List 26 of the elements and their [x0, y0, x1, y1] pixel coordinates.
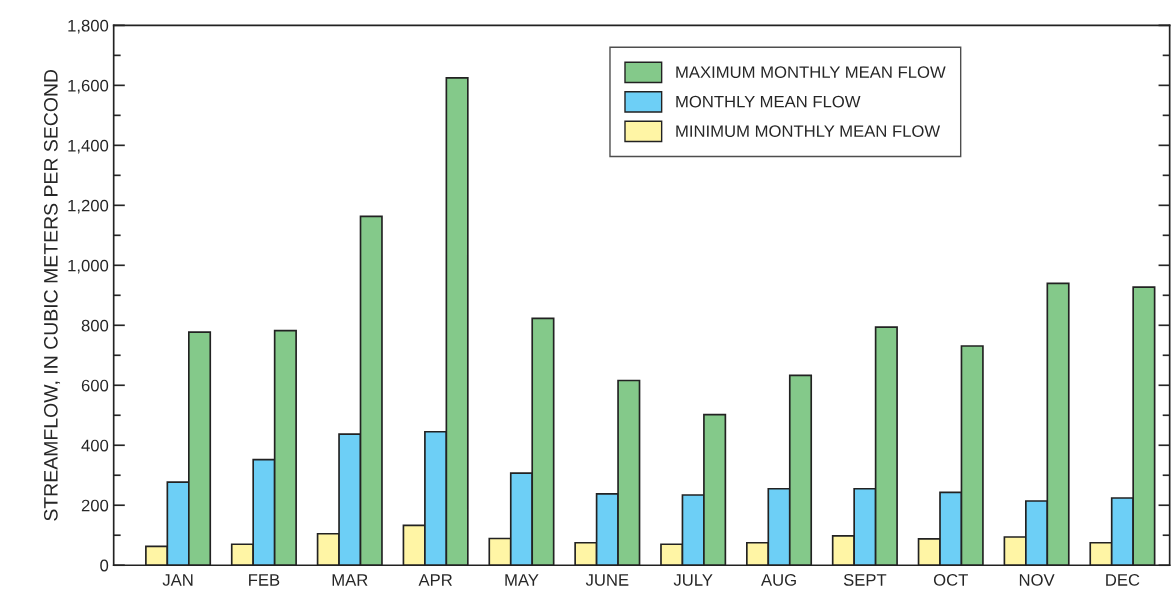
y-tick-label: 1,200 — [68, 199, 109, 214]
x-tick-label: JAN — [162, 574, 193, 586]
x-tick-label: JUNE — [585, 574, 629, 586]
y-tick-label: 0 — [100, 559, 109, 572]
y-tick-label: 800 — [81, 319, 109, 332]
y-tick-label: 1,800 — [68, 19, 109, 34]
x-tick-label: FEB — [249, 574, 280, 586]
y-axis-title: STREAMFLOW, IN CUBIC METERS PER SECOND — [43, 69, 61, 521]
y-tick-label: 1,600 — [68, 79, 109, 94]
x-tick-label: DEC — [1106, 573, 1140, 586]
y-tick-label: 200 — [81, 499, 109, 512]
x-tick-label: MAY — [505, 574, 539, 586]
x-tick-label: APR — [418, 574, 452, 586]
legend-label: MINIMUM MONTHLY MEAN FLOW — [676, 125, 941, 138]
y-tick-label: 400 — [81, 439, 109, 452]
x-tick-label: OCT — [933, 573, 968, 586]
x-tick-label: AUG — [761, 573, 796, 586]
legend-label: MONTHLY MEAN FLOW — [676, 95, 861, 108]
x-tick-label: NOV — [1019, 573, 1055, 586]
y-tick-label: 1,400 — [68, 139, 109, 154]
y-tick-label: 1,000 — [68, 259, 109, 274]
x-tick-label: SEPT — [843, 573, 887, 586]
x-tick-label: MAR — [332, 574, 368, 586]
y-tick-label: 600 — [81, 379, 109, 392]
legend-label: MAXIMUM MONTHLY MEAN FLOW — [676, 66, 946, 79]
x-tick-label: JULY — [673, 574, 713, 586]
